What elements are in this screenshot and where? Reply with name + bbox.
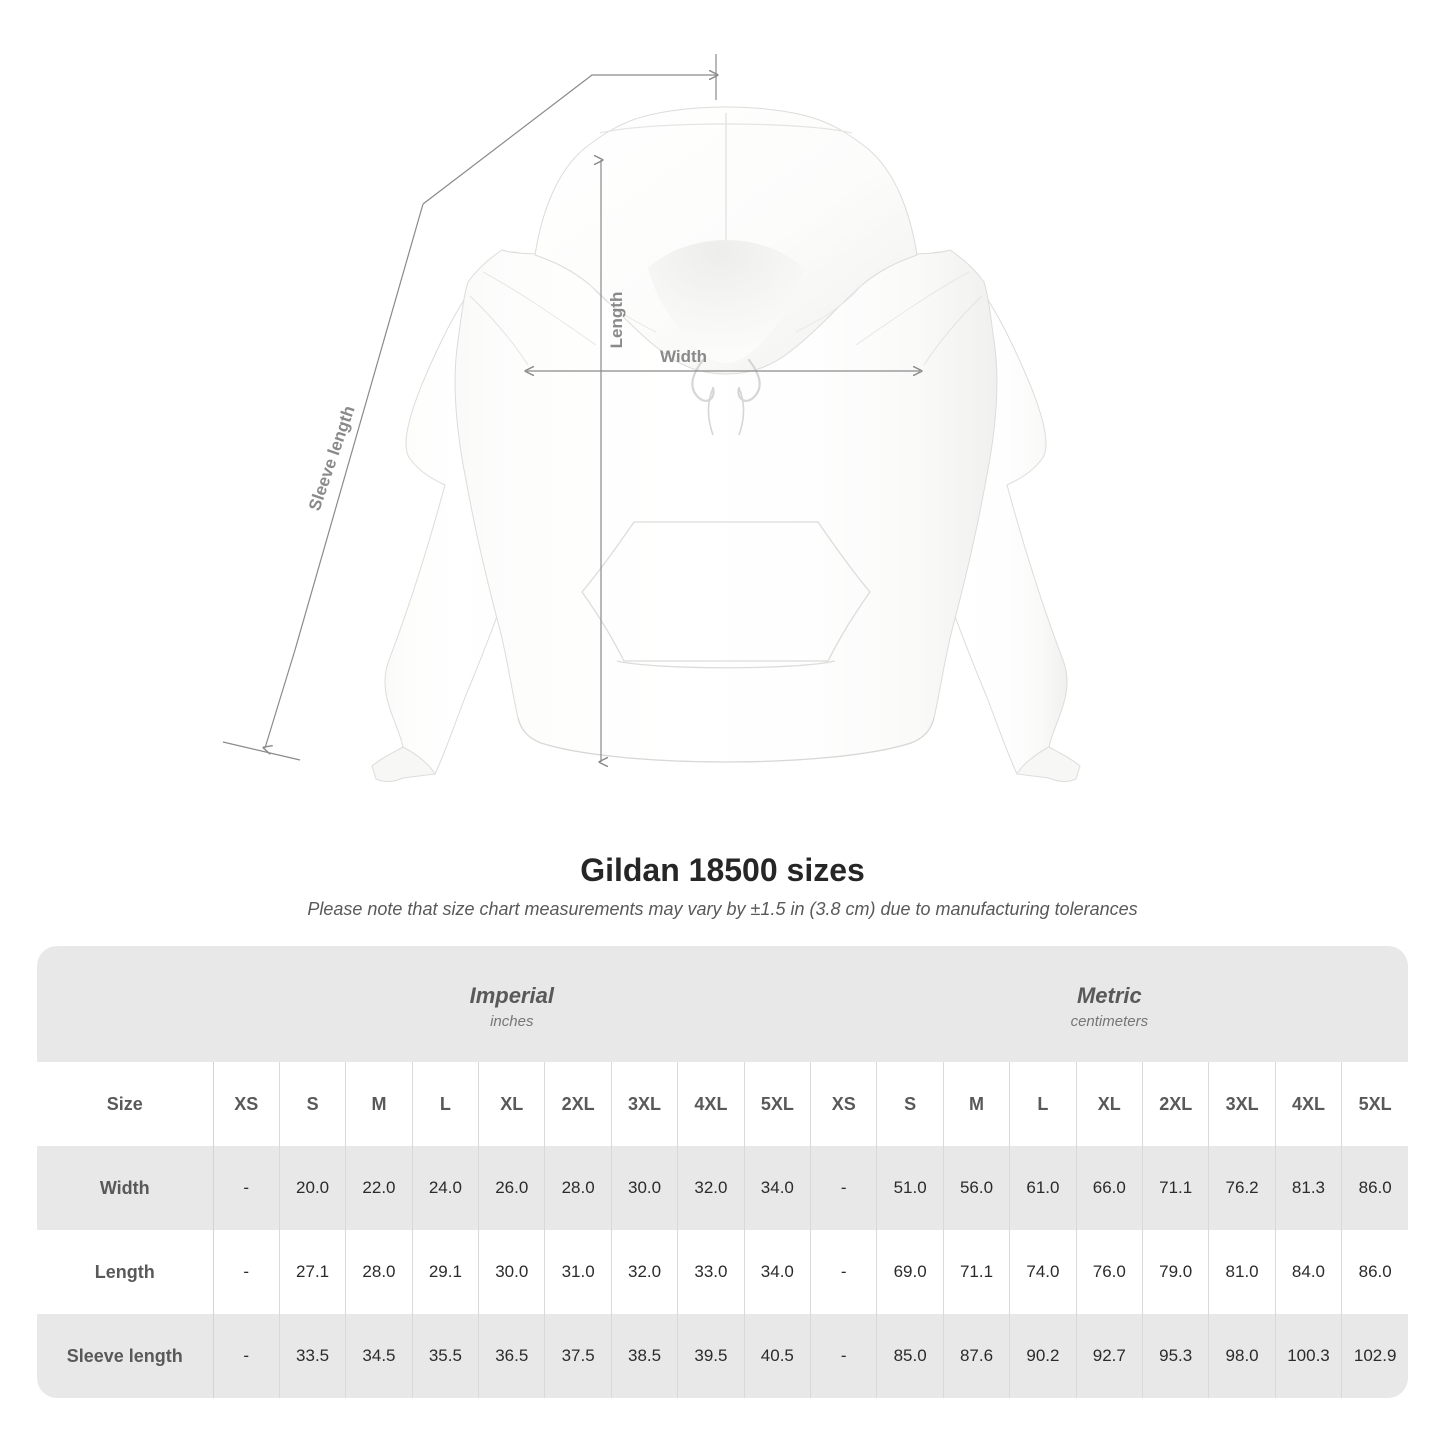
svg-text:Width: Width xyxy=(660,347,707,366)
svg-text:Length: Length xyxy=(607,292,626,349)
